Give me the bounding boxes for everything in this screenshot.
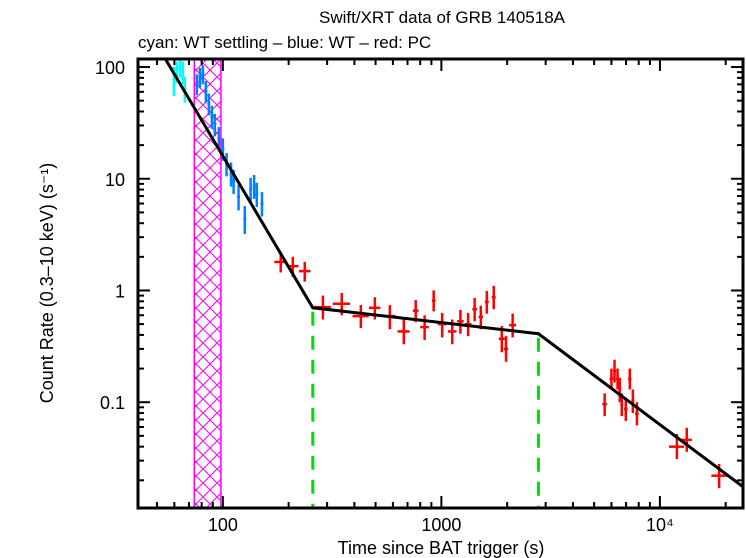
chart-subtitle: cyan: WT settling – blue: WT – red: PC bbox=[138, 33, 431, 52]
x-tick-label: 10⁴ bbox=[646, 515, 674, 535]
data-point bbox=[298, 261, 311, 282]
data-point bbox=[472, 297, 477, 322]
y-tick-label: 10 bbox=[105, 170, 125, 190]
data-point bbox=[602, 393, 607, 417]
data-point bbox=[201, 65, 205, 85]
data-point bbox=[207, 93, 211, 116]
data-point bbox=[204, 80, 208, 103]
data-point bbox=[255, 182, 259, 207]
data-point bbox=[397, 319, 410, 345]
data-point bbox=[609, 368, 614, 390]
plot-area bbox=[163, 59, 743, 508]
data-point bbox=[681, 427, 692, 452]
data-point bbox=[352, 305, 369, 329]
data-point bbox=[210, 105, 214, 129]
data-point bbox=[437, 312, 447, 338]
data-point bbox=[478, 305, 483, 330]
data-point bbox=[178, 60, 182, 78]
data-point bbox=[252, 175, 256, 199]
data-point bbox=[237, 184, 241, 211]
series-wt bbox=[195, 65, 264, 235]
y-axis-label: Count Rate (0.3–10 keV) (s⁻¹) bbox=[37, 163, 57, 404]
data-point bbox=[195, 74, 199, 96]
y-tick-label: 100 bbox=[95, 58, 125, 78]
data-point bbox=[213, 113, 217, 137]
y-tick-label: 1 bbox=[115, 281, 125, 301]
data-point bbox=[631, 389, 635, 414]
chart-title: Swift/XRT data of GRB 140518A bbox=[319, 8, 566, 27]
x-axis-label: Time since BAT trigger (s) bbox=[338, 538, 545, 558]
plot-frame bbox=[136, 57, 745, 510]
data-point bbox=[243, 206, 247, 235]
data-point bbox=[628, 368, 632, 390]
model-fit-line bbox=[163, 59, 743, 488]
excluded-interval-band bbox=[193, 59, 222, 508]
data-point bbox=[431, 290, 436, 312]
axes: 100 1000 10⁴ 100 10 1 0.1 bbox=[95, 57, 745, 535]
data-point bbox=[457, 309, 464, 334]
data-point bbox=[618, 377, 622, 403]
data-point bbox=[484, 290, 489, 314]
y-tick-label: 0.1 bbox=[100, 393, 125, 413]
data-point bbox=[491, 285, 496, 310]
data-point bbox=[503, 336, 509, 362]
series-pc bbox=[274, 252, 727, 489]
data-point bbox=[198, 68, 202, 88]
data-point bbox=[181, 61, 185, 85]
data-point bbox=[260, 192, 264, 217]
data-point bbox=[624, 397, 628, 421]
x-tick-label: 1000 bbox=[421, 515, 461, 535]
data-point bbox=[509, 313, 517, 338]
data-point bbox=[613, 359, 617, 383]
x-tick-label: 100 bbox=[208, 515, 238, 535]
data-point bbox=[249, 177, 253, 202]
